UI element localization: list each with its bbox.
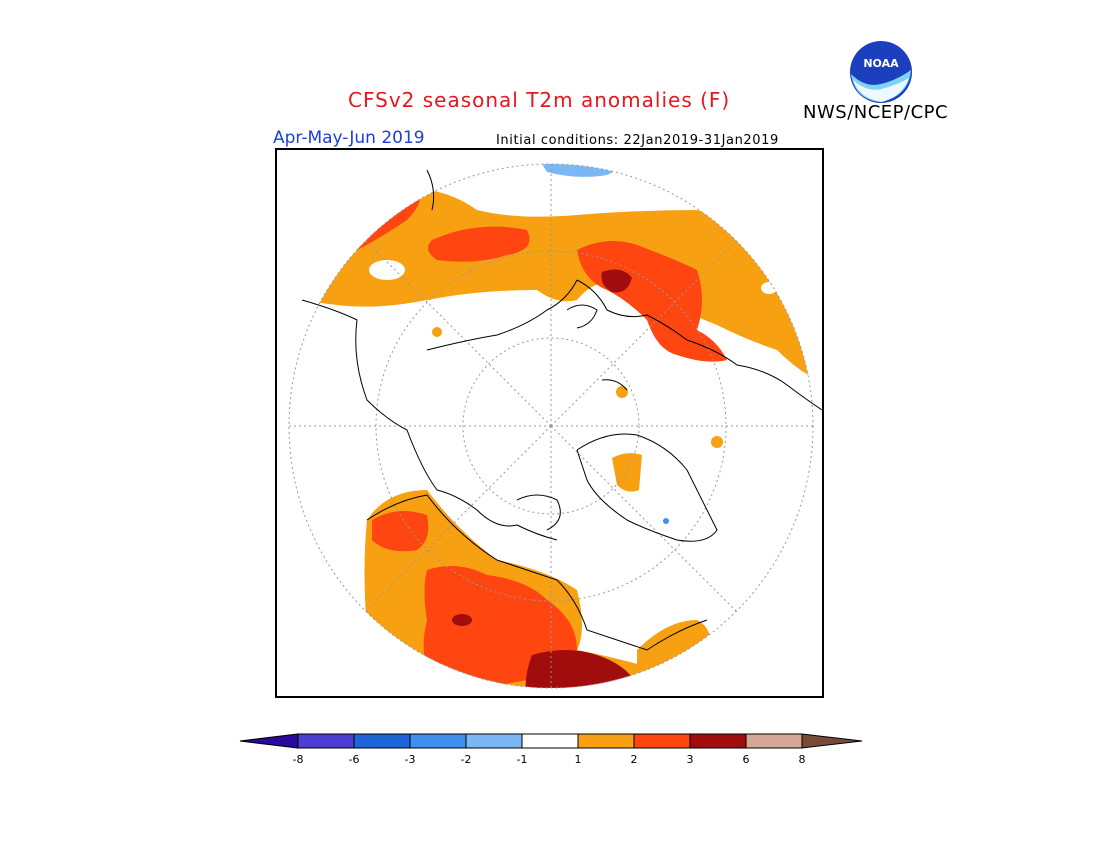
legend-tick: -1 [516,753,528,766]
legend-swatch-m1-1 [522,734,578,748]
legend-swatch-2-3 [634,734,690,748]
color-legend [239,733,863,749]
legend-tick: -8 [292,753,304,766]
legend-tick: 3 [686,753,694,766]
legend-tick: 1 [574,753,582,766]
anomaly-region-eurasia [297,189,813,380]
agency-label: NWS/NCEP/CPC [803,102,949,123]
legend-tick: -3 [404,753,416,766]
legend-tick: 2 [630,753,638,766]
noaa-logo-text: NOAA [863,57,899,70]
map-title: CFSv2 seasonal T2m anomalies (F) [348,88,731,112]
anomaly-region-alaska-red [372,511,429,552]
legend-swatch-m3-m2 [410,734,466,748]
legend-tick: -2 [460,753,472,766]
legend-swatch-m8-m6 [298,734,354,748]
polar-map [275,148,824,698]
anomaly-region-scandinavia-darkred [601,269,632,293]
legend-swatch-6-8 [746,734,802,748]
anomaly-region-greenland [612,453,642,492]
legend-swatch-m6-m3 [354,734,410,748]
legend-arrow-high [802,734,862,748]
legend-arrow-low [240,734,298,748]
legend-swatch-m2-m1 [466,734,522,748]
polar-map-svg [288,163,822,689]
anomaly-region-east-canada [637,620,711,674]
anomaly-region-siberia-red [428,226,530,262]
noaa-logo: NOAA [850,41,912,103]
legend-swatch-3-6 [690,734,746,748]
legend-tick: 8 [798,753,806,766]
legend-tick: 6 [742,753,750,766]
anomaly-region-darkred-us [525,650,637,688]
season-label: Apr-May-Jun 2019 [273,128,425,148]
legend-swatch-1-2 [578,734,634,748]
legend-tick: -6 [348,753,360,766]
initial-conditions-label: Initial conditions: 22Jan2019-31Jan2019 [496,133,779,148]
anomaly-region-blue [541,164,622,177]
